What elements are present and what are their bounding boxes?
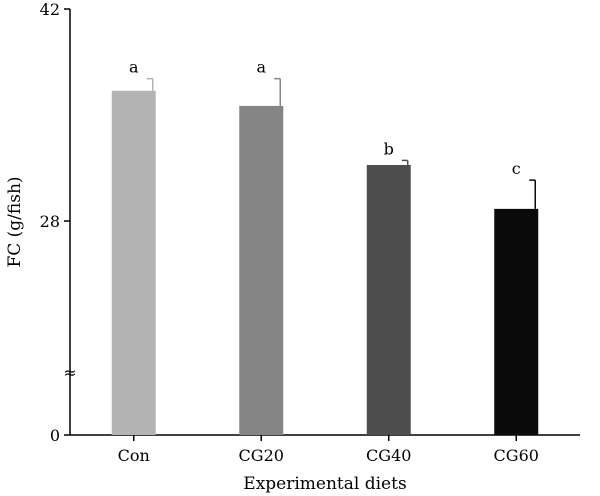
x-tick-label: Con [118, 446, 150, 465]
y-tick-label: 0 [50, 426, 60, 445]
bar [111, 90, 156, 436]
x-tick-label: CG40 [366, 446, 411, 465]
y-tick-group: 0 28 42 [40, 0, 70, 445]
x-tick-group: Con CG20 CG40 CG60 [118, 435, 539, 465]
y-tick-label: 28 [40, 212, 60, 231]
bar [494, 208, 539, 435]
bar [239, 105, 284, 436]
significance-label: c [512, 159, 521, 178]
significance-label: a [256, 58, 266, 77]
x-tick-label: CG20 [239, 446, 284, 465]
y-tick-label: 42 [40, 0, 60, 19]
bar [366, 164, 411, 435]
significance-label: b [384, 139, 394, 158]
x-tick-label: CG60 [494, 446, 539, 465]
x-axis-title: Experimental diets [243, 474, 406, 494]
significance-label: a [129, 58, 139, 77]
y-axis-title: FC (g/fish) [5, 176, 25, 267]
y-axis-break-symbol: ≈ [63, 363, 76, 382]
bar-group: a a b c [111, 58, 539, 436]
